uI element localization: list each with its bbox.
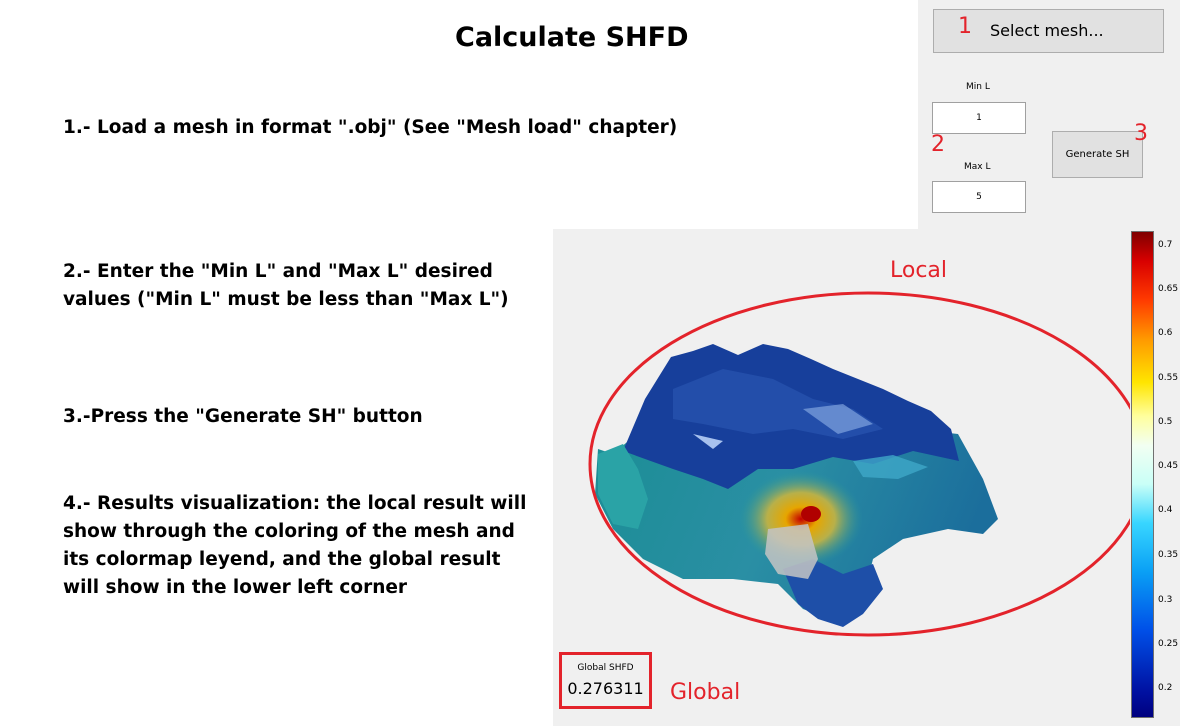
local-annotation: Local — [890, 258, 948, 283]
brain-mesh-render[interactable] — [553, 229, 1130, 726]
colorbar-tick: 0.55 — [1158, 373, 1179, 383]
colorbar-tick: 0.5 — [1158, 417, 1173, 427]
global-result-box: Global SHFD 0.276311 — [559, 652, 652, 709]
global-shfd-value: 0.276311 — [567, 679, 644, 698]
colorbar-tick: 0.25 — [1158, 639, 1179, 649]
select-mesh-button[interactable]: Select mesh... — [933, 9, 1164, 53]
max-l-label: Max L — [964, 162, 991, 172]
global-annotation: Global — [670, 680, 741, 705]
annotation-number-3: 3 — [1134, 121, 1148, 146]
colorbar-tick: 0.45 — [1158, 461, 1179, 471]
annotation-number-1: 1 — [958, 14, 972, 39]
instruction-step-1: 1.- Load a mesh in format ".obj" (See "M… — [63, 117, 678, 138]
min-l-label: Min L — [966, 82, 990, 92]
page-title: Calculate SHFD — [455, 22, 689, 53]
colormap-legend — [1131, 231, 1154, 718]
colorbar-tick: 0.7 — [1158, 240, 1173, 250]
global-shfd-label: Global SHFD — [577, 663, 634, 673]
max-l-input[interactable] — [932, 181, 1026, 213]
colorbar-tick: 0.3 — [1158, 595, 1173, 605]
annotation-number-2: 2 — [931, 132, 945, 157]
generate-sh-button[interactable]: Generate SH — [1052, 131, 1143, 178]
colorbar-tick: 0.2 — [1158, 683, 1173, 693]
colorbar-tick: 0.4 — [1158, 505, 1173, 515]
min-l-input[interactable] — [932, 102, 1026, 134]
colorbar-tick: 0.35 — [1158, 550, 1179, 560]
instruction-step-4: 4.- Results visualization: the local res… — [63, 493, 527, 598]
colorbar-tick: 0.6 — [1158, 328, 1173, 338]
colorbar-tick: 0.65 — [1158, 284, 1179, 294]
instruction-step-2: 2.- Enter the "Min L" and "Max L" desire… — [63, 261, 509, 310]
instruction-step-3: 3.-Press the "Generate SH" button — [63, 406, 423, 427]
